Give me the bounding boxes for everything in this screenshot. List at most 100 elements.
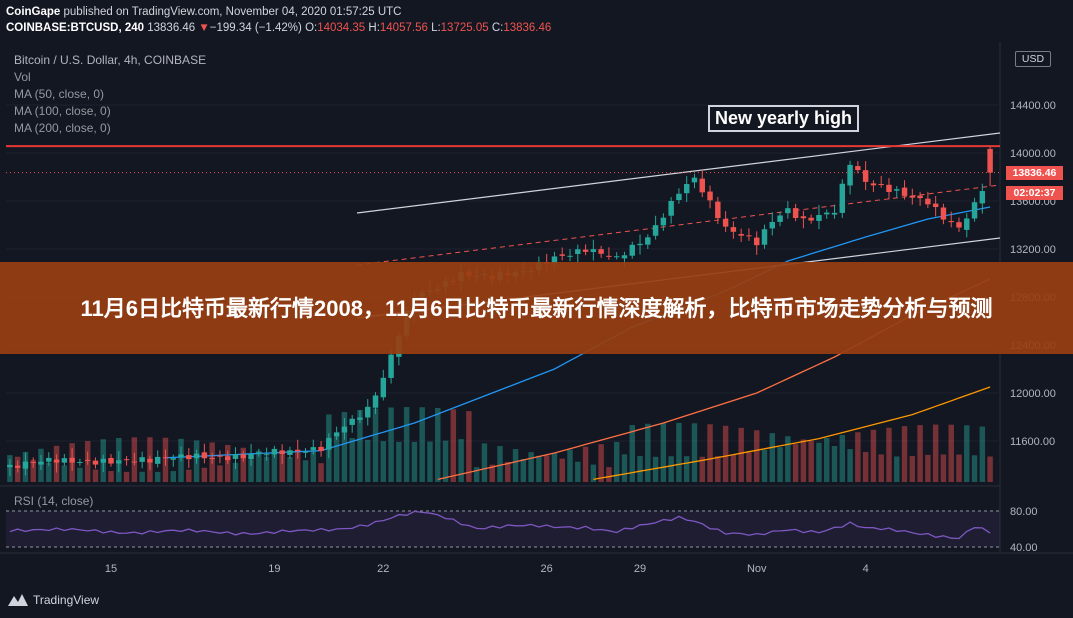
last-price: 13836.46: [147, 22, 196, 34]
rsi-tick-label: 40.00: [1010, 542, 1038, 554]
candle-body: [948, 220, 954, 223]
volume-bar: [403, 407, 410, 482]
volume-bar: [730, 454, 737, 482]
volume-bar: [372, 408, 379, 482]
candle-body: [870, 183, 877, 186]
candle-body: [186, 455, 192, 460]
candle-body: [940, 207, 947, 220]
candle-body: [61, 458, 68, 463]
title-banner: 11月6日比特币最新行情2008，11月6日比特币最新行情深度解析，比特币市场走…: [0, 262, 1073, 354]
volume-bar: [777, 447, 783, 482]
volume-bar: [388, 407, 394, 482]
candle-body: [683, 184, 690, 194]
candle-body: [116, 460, 122, 464]
volume-bar: [722, 425, 729, 482]
volume-bar: [676, 422, 682, 482]
volume-bar: [536, 455, 542, 482]
chart-title-legend[interactable]: Bitcoin / U.S. Dollar, 4h, COINBASE: [14, 53, 207, 67]
candle-body: [637, 243, 643, 246]
volume-bar: [886, 427, 892, 482]
volume-bar: [909, 455, 916, 482]
candle-body: [162, 457, 169, 459]
candle-body: [606, 255, 612, 257]
candle-body: [100, 458, 106, 463]
yearly-high-annotation: New yearly high: [708, 105, 860, 132]
volume-bar: [668, 456, 674, 482]
volume-bar: [248, 459, 254, 482]
candle-body: [263, 454, 270, 456]
candle-body: [7, 464, 13, 468]
volume-bar: [660, 423, 667, 482]
volume-bar: [769, 433, 776, 482]
volume-bar: [621, 454, 628, 482]
volume-bar: [785, 436, 791, 482]
volume-bar: [450, 409, 457, 482]
currency-tag[interactable]: USD: [1015, 51, 1051, 67]
ma200-legend[interactable]: MA (200, close, 0): [14, 121, 111, 135]
candle-body: [746, 235, 752, 237]
tradingview-brand[interactable]: TradingView: [8, 593, 99, 607]
volume-bar: [442, 440, 449, 482]
volume-bar: [349, 438, 355, 482]
candle-body: [84, 459, 91, 461]
x-tick-label: 29: [634, 563, 646, 575]
volume-bar: [932, 424, 939, 482]
ma200-line: [593, 386, 991, 481]
volume-bar: [497, 446, 503, 482]
candle-body: [691, 177, 698, 183]
price-change: −199.34 (−1.42%): [209, 22, 302, 34]
candle-body: [956, 222, 962, 228]
volume-bar: [761, 449, 768, 482]
candle-body: [92, 460, 99, 465]
candle-body: [971, 202, 978, 219]
volume-bar: [590, 464, 597, 482]
brand-label: TradingView: [33, 593, 100, 607]
volume-bar: [754, 430, 760, 482]
volume-bar: [925, 454, 931, 482]
volume-bar: [940, 454, 947, 482]
volume-bar: [365, 439, 371, 482]
volume-bar: [46, 462, 52, 482]
volume-bar: [917, 425, 923, 482]
ma50-legend[interactable]: MA (50, close, 0): [14, 87, 105, 101]
candle-body: [676, 193, 682, 200]
volume-bar: [396, 441, 402, 482]
volume-bar: [310, 447, 317, 482]
volume-bar: [77, 467, 83, 482]
publisher-name: CoinGape: [6, 6, 61, 18]
volume-bar: [92, 469, 99, 482]
candle-body: [722, 219, 729, 227]
candle-body: [193, 453, 200, 459]
vol-legend[interactable]: Vol: [14, 70, 31, 84]
volume-bar: [792, 444, 799, 482]
ma100-legend[interactable]: MA (100, close, 0): [14, 104, 111, 118]
y-tick-label: 11600.00: [1010, 436, 1055, 448]
candle-body: [271, 448, 278, 455]
candle-body: [123, 459, 130, 461]
candle-body: [551, 256, 558, 264]
volume-bar: [831, 446, 838, 482]
candle-body: [645, 237, 651, 245]
candle-body: [987, 148, 993, 173]
open-label: O:: [305, 22, 318, 34]
candle-body: [357, 417, 363, 420]
candle-body: [567, 255, 573, 257]
volume-bar: [357, 410, 363, 482]
volume-bar: [466, 411, 472, 482]
volume-bar: [707, 424, 713, 482]
rsi-legend[interactable]: RSI (14, close): [14, 494, 94, 508]
rsi-band-fill: [6, 511, 1000, 547]
volume-bar: [691, 423, 698, 482]
volume-bar: [582, 446, 589, 482]
volume-bar: [170, 471, 176, 482]
candle-body: [256, 452, 262, 454]
volume-bar: [824, 438, 830, 482]
candle-body: [886, 184, 892, 192]
volume-bar: [738, 427, 744, 482]
candle-body: [917, 195, 923, 199]
y-tick-label: 14400.00: [1010, 100, 1056, 112]
x-tick-label: 26: [541, 563, 553, 575]
countdown-badge: 02:02:37: [1006, 186, 1063, 200]
volume-bar: [637, 456, 643, 482]
volume-bar: [652, 456, 659, 482]
